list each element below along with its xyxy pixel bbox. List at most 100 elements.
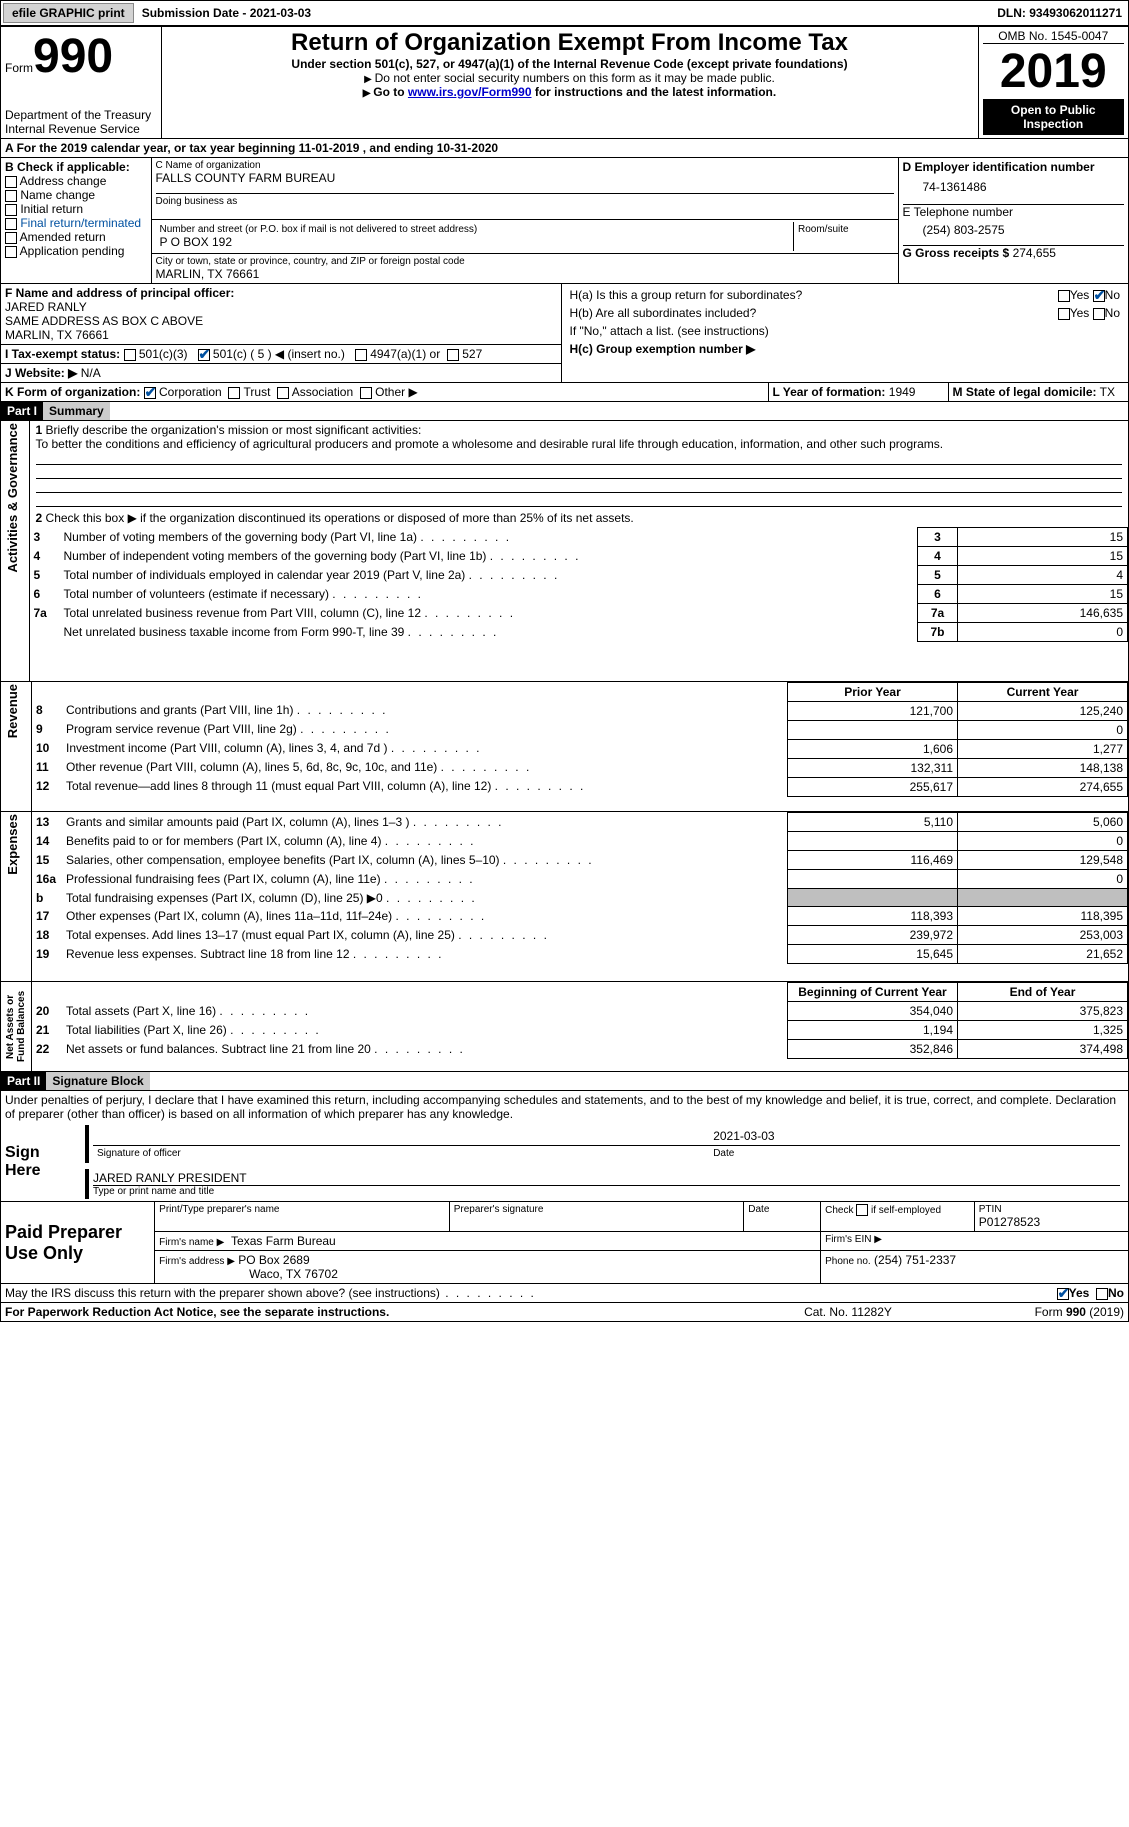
opt-4947: 4947(a)(1) or bbox=[370, 347, 440, 361]
part1-header: Part ISummary bbox=[1, 402, 1128, 421]
form-subtitle: Under section 501(c), 527, or 4947(a)(1)… bbox=[166, 57, 974, 71]
expenses-table: 13Grants and similar amounts paid (Part … bbox=[32, 812, 1128, 964]
vlabel-revenue: Revenue bbox=[5, 684, 20, 738]
table-row: 8Contributions and grants (Part VIII, li… bbox=[32, 701, 1128, 720]
governance-table: 3Number of voting members of the governi… bbox=[30, 527, 1129, 642]
ptin-value: P01278523 bbox=[979, 1215, 1124, 1229]
website-value: N/A bbox=[81, 366, 101, 380]
q1-num: 1 bbox=[36, 423, 43, 437]
officer-label: F Name and address of principal officer: bbox=[5, 286, 557, 300]
check-label-address: Address change bbox=[20, 174, 107, 188]
officer-name: JARED RANLY bbox=[5, 300, 557, 314]
prep-name-label: Print/Type preparer's name bbox=[159, 1204, 445, 1215]
sig-officer-label: Signature of officer bbox=[93, 1146, 709, 1162]
submission-date-value: 2021-03-03 bbox=[250, 6, 311, 20]
year-form-val: 1949 bbox=[889, 385, 916, 399]
discuss-yes-label: Yes bbox=[1069, 1286, 1090, 1300]
vlabel-netassets: Net Assets or Fund Balances bbox=[5, 984, 27, 1069]
discuss-yes[interactable] bbox=[1057, 1288, 1069, 1300]
table-row: 18Total expenses. Add lines 13–17 (must … bbox=[32, 926, 1128, 945]
irs-link[interactable]: www.irs.gov/Form990 bbox=[408, 85, 532, 99]
q1-label: Briefly describe the organization's miss… bbox=[46, 423, 422, 437]
check-name-change[interactable]: Name change bbox=[5, 188, 147, 202]
cat-number: Cat. No. 11282Y bbox=[748, 1303, 948, 1321]
ein-label: D Employer identification number bbox=[903, 160, 1125, 174]
firm-phone-label: Phone no. bbox=[825, 1256, 871, 1267]
table-row: 4Number of independent voting members of… bbox=[30, 547, 1128, 566]
check-trust[interactable] bbox=[228, 387, 240, 399]
table-row: 20Total assets (Part X, line 16) 354,040… bbox=[32, 1002, 1128, 1021]
firm-name: Texas Farm Bureau bbox=[231, 1234, 336, 1248]
check-label-pending: Application pending bbox=[20, 244, 125, 258]
check-label-initial: Initial return bbox=[20, 202, 83, 216]
hb-no[interactable] bbox=[1093, 308, 1105, 320]
discuss-no-label: No bbox=[1108, 1286, 1124, 1300]
gross-value: 274,655 bbox=[1013, 246, 1056, 260]
firm-phone: (254) 751-2337 bbox=[874, 1253, 956, 1267]
omb-number: OMB No. 1545-0047 bbox=[983, 29, 1125, 44]
form-title: Return of Organization Exempt From Incom… bbox=[166, 29, 974, 57]
table-row: 16aProfessional fundraising fees (Part I… bbox=[32, 870, 1128, 889]
discuss-no[interactable] bbox=[1096, 1288, 1108, 1300]
check-other[interactable] bbox=[360, 387, 372, 399]
ha-yes[interactable] bbox=[1058, 290, 1070, 302]
form-main: Form990 Department of the Treasury Inter… bbox=[0, 26, 1129, 1322]
check-corp[interactable] bbox=[144, 387, 156, 399]
website-label: J Website: ▶ bbox=[5, 366, 77, 380]
table-row: 5Total number of individuals employed in… bbox=[30, 566, 1128, 585]
firm-name-label: Firm's name ▶ bbox=[159, 1237, 224, 1248]
section-b-label: B Check if applicable: bbox=[5, 160, 147, 174]
org-name: FALLS COUNTY FARM BUREAU bbox=[156, 171, 894, 185]
form-990-number: 990 bbox=[33, 30, 113, 83]
check-amended[interactable]: Amended return bbox=[5, 230, 147, 244]
org-address: P O BOX 192 bbox=[160, 235, 790, 249]
ein-value: 74-1361486 bbox=[903, 174, 1125, 204]
table-row: 22Net assets or fund balances. Subtract … bbox=[32, 1040, 1128, 1059]
check-assoc[interactable] bbox=[277, 387, 289, 399]
tax-year-line: For the 2019 calendar year, or tax year … bbox=[17, 141, 499, 155]
check-address-change[interactable]: Address change bbox=[5, 174, 147, 188]
prep-date-label: Date bbox=[744, 1202, 821, 1232]
dln-label: DLN: bbox=[997, 6, 1029, 20]
tax-year: 2019 bbox=[983, 44, 1125, 99]
table-row: 17Other expenses (Part IX, column (A), l… bbox=[32, 907, 1128, 926]
q2-text: Check this box ▶ if the organization dis… bbox=[46, 511, 634, 525]
check-final-return[interactable]: Final return/terminated bbox=[5, 216, 147, 230]
org-city: MARLIN, TX 76661 bbox=[156, 267, 894, 281]
opt-527: 527 bbox=[462, 347, 482, 361]
vlabel-expenses: Expenses bbox=[5, 814, 20, 875]
yes-label2: Yes bbox=[1070, 306, 1090, 320]
hb-yes[interactable] bbox=[1058, 308, 1070, 320]
room-label: Room/suite bbox=[794, 222, 894, 251]
hb-note: If "No," attach a list. (see instruction… bbox=[566, 322, 1125, 340]
perjury-declaration: Under penalties of perjury, I declare th… bbox=[1, 1091, 1128, 1123]
table-row: bTotal fundraising expenses (Part IX, co… bbox=[32, 889, 1128, 907]
top-bar: efile GRAPHIC print Submission Date - 20… bbox=[0, 0, 1129, 26]
self-employed-check[interactable]: Check if self-employed bbox=[825, 1205, 941, 1216]
table-row: Net unrelated business taxable income fr… bbox=[30, 623, 1128, 642]
submission-date: Submission Date - 2021-03-03 bbox=[136, 4, 317, 22]
section-a: A For the 2019 calendar year, or tax yea… bbox=[1, 139, 1128, 158]
domicile-label: M State of legal domicile: bbox=[953, 385, 1097, 399]
check-pending[interactable]: Application pending bbox=[5, 244, 147, 258]
officer-printed: JARED RANLY PRESIDENT bbox=[93, 1171, 1120, 1186]
table-row: 7aTotal unrelated business revenue from … bbox=[30, 604, 1128, 623]
check-527[interactable] bbox=[447, 349, 459, 361]
gross-label: G Gross receipts $ bbox=[903, 246, 1010, 260]
efile-print-button[interactable]: efile GRAPHIC print bbox=[3, 3, 134, 23]
check-501c[interactable] bbox=[198, 349, 210, 361]
check-initial-return[interactable]: Initial return bbox=[5, 202, 147, 216]
table-header: Beginning of Current YearEnd of Year bbox=[32, 983, 1128, 1002]
sig-date-label: Date bbox=[709, 1146, 1120, 1162]
revenue-table: Prior YearCurrent Year8Contributions and… bbox=[32, 682, 1128, 797]
ha-no[interactable] bbox=[1093, 290, 1105, 302]
officer-addr: SAME ADDRESS AS BOX C ABOVE bbox=[5, 314, 557, 328]
city-label: City or town, state or province, country… bbox=[156, 256, 894, 267]
check-4947[interactable] bbox=[355, 349, 367, 361]
firm-addr: PO Box 2689 bbox=[238, 1253, 309, 1267]
check-501c3[interactable] bbox=[124, 349, 136, 361]
goto-pre: Go to bbox=[363, 85, 408, 99]
netassets-table: Beginning of Current YearEnd of Year20To… bbox=[32, 982, 1128, 1059]
table-row: 21Total liabilities (Part X, line 26) 1,… bbox=[32, 1021, 1128, 1040]
check-label-amended: Amended return bbox=[20, 230, 106, 244]
